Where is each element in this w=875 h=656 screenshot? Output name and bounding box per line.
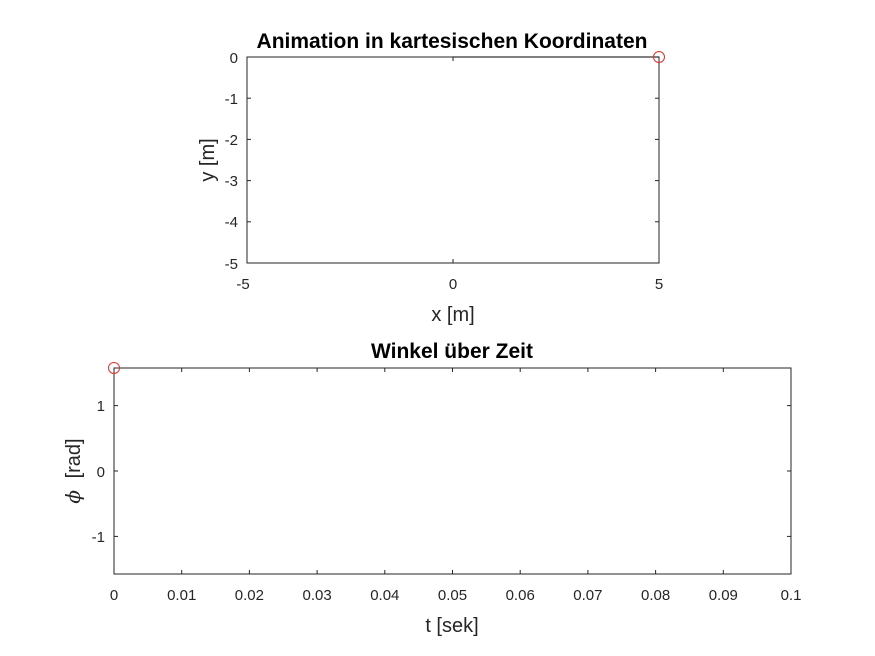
angle-over-time-chart: Winkel über Zeit 0 0.01 0.02 0.03 0.04 0.05 0.…	[61, 340, 801, 637]
chart1-title: Animation in kartesischen Koordinaten	[257, 30, 648, 53]
chart2-xtick-label: 0.09	[709, 587, 738, 604]
chart2-ylabel-unit: [rad]	[63, 438, 85, 478]
chart2-xlabel: t [sek]	[425, 615, 478, 637]
chart1-xtick-label: 0	[449, 276, 457, 293]
chart1-ytick-label: -2	[225, 132, 238, 149]
chart2-xtick-label: 0.01	[167, 587, 196, 604]
chart1-yaxis: 0 -1 -2 -3 -4 -5	[225, 50, 659, 273]
chart2-xtick-label: 0.08	[641, 587, 670, 604]
chart2-ytick-label: -1	[92, 529, 105, 546]
chart2-xtick-label: 0.07	[573, 587, 602, 604]
chart1-xtick-label: -5	[236, 276, 249, 293]
chart2-xtick-label: 0.05	[438, 587, 467, 604]
chart1-ytick-label: 0	[230, 50, 238, 67]
chart2-xaxis: 0 0.01 0.02 0.03 0.04 0.05 0.06 0.07 0.08 0.09 0.1	[110, 368, 802, 604]
chart1-xlabel: x [m]	[431, 304, 474, 326]
chart1-ytick-label: -3	[225, 173, 238, 190]
chart1-xaxis: -5 0 5	[236, 57, 663, 293]
chart1-ytick-label: -4	[225, 214, 238, 231]
svg-text:ϕ [rad]: ϕ [rad]	[61, 438, 85, 503]
chart1-xtick-label: 5	[655, 276, 663, 293]
chart2-yaxis: 1 0 -1	[92, 398, 791, 546]
cartesian-animation-chart: Animation in kartesischen Koordinaten -5…	[197, 30, 665, 326]
angle-marker	[108, 361, 120, 374]
chart2-plot-area	[113, 367, 792, 575]
chart2-xtick-label: 0.04	[370, 587, 399, 604]
chart1-ytick-label: -1	[225, 91, 238, 108]
pendulum-mass-marker	[653, 51, 665, 63]
chart2-xtick-label: 0.02	[235, 587, 264, 604]
chart2-ytick-label: 0	[97, 464, 105, 481]
chart2-ytick-label: 1	[97, 398, 105, 415]
chart1-ylabel: y [m]	[197, 138, 219, 181]
chart1-plot-area	[246, 56, 660, 264]
chart2-xtick-label: 0.03	[302, 587, 331, 604]
chart2-xtick-label: 0.1	[781, 587, 802, 604]
chart2-title: Winkel über Zeit	[371, 340, 533, 363]
chart2-ylabel-symbol: ϕ	[61, 490, 85, 504]
chart1-ytick-label: -5	[225, 256, 238, 273]
chart2-xtick-label: 0.06	[506, 587, 535, 604]
chart2-ylabel: ϕ [rad]	[61, 438, 85, 503]
chart2-xtick-label: 0	[110, 587, 118, 604]
